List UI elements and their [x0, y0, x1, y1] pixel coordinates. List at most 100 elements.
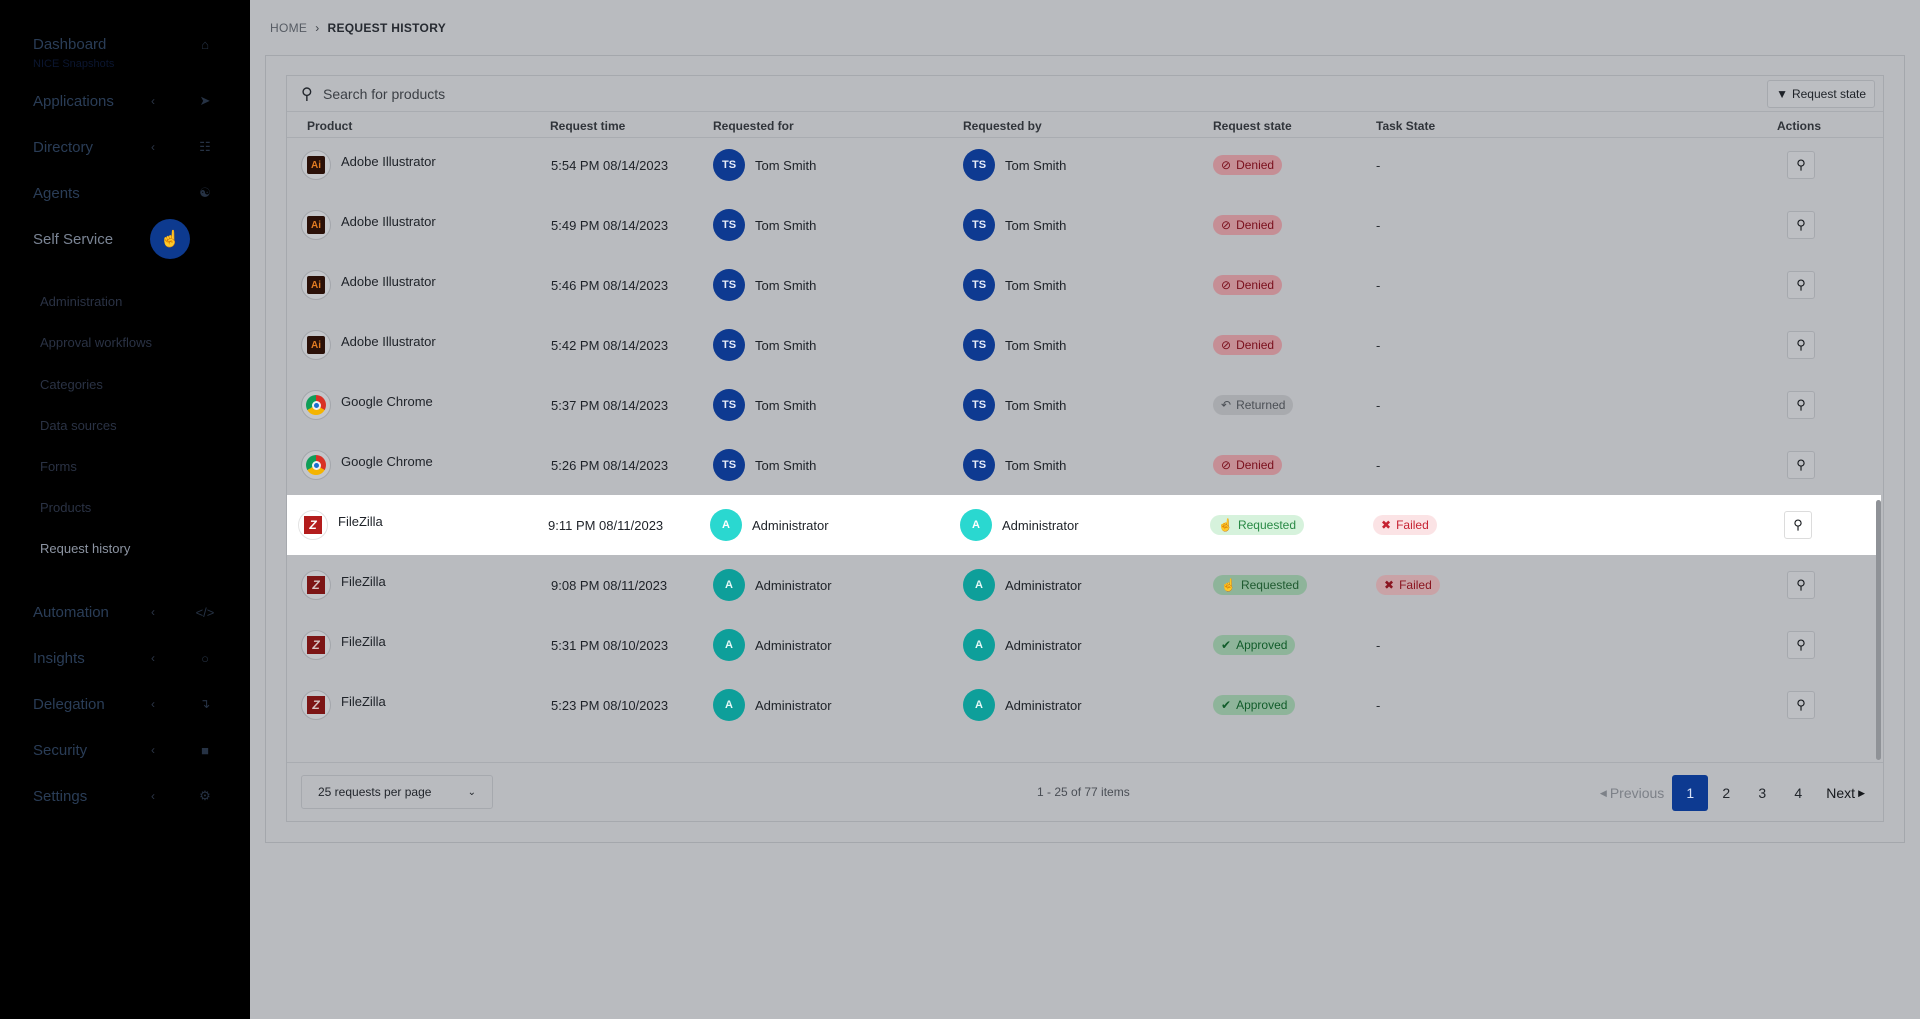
requested-for-name: Tom Smith — [755, 277, 817, 293]
request-state-badge: ⊘ Denied — [1213, 275, 1283, 295]
view-details-button[interactable]: ⚲ — [1787, 211, 1815, 239]
sub-categories[interactable]: Categories — [40, 377, 103, 392]
table-row[interactable]: Google Chrome 5:26 PM 08/14/2023 TS Tom Smi… — [287, 435, 1883, 495]
table-row[interactable]: Z FileZilla 5:31 PM 08/10/2023 A Administrat… — [287, 615, 1883, 675]
view-details-button[interactable]: ⚲ — [1787, 391, 1815, 419]
nav-self-service[interactable]: Self Service ⌄ — [33, 219, 225, 259]
product-logo: Ai — [301, 210, 331, 240]
filezilla-logo-icon: Z — [304, 516, 322, 534]
view-details-button[interactable]: ⚲ — [1784, 511, 1812, 539]
task-state-cell: - — [1376, 315, 1380, 375]
requested-for-name: Administrator — [755, 697, 832, 713]
table-row[interactable]: Z FileZilla 5:23 PM 08/10/2023 A Administrat… — [287, 675, 1883, 735]
header-request-state[interactable]: Request state — [1213, 119, 1292, 133]
nav-applications[interactable]: Applications ‹ ➤ — [33, 81, 225, 121]
request-state-label: Requested — [1237, 518, 1296, 532]
view-details-button[interactable]: ⚲ — [1787, 451, 1815, 479]
view-details-button[interactable]: ⚲ — [1787, 331, 1815, 359]
chevron-left-icon: ‹ — [151, 743, 155, 757]
requested-by-cell: A Administrator — [960, 495, 1079, 555]
header-requested-by[interactable]: Requested by — [963, 119, 1042, 133]
table-row[interactable]: Z FileZilla 9:11 PM 08/11/2023 A Administrat… — [287, 495, 1881, 555]
table-row[interactable]: Ai Adobe Illustrator 5:49 PM 08/14/2023 TS T… — [287, 195, 1883, 255]
header-request-time[interactable]: Request time — [550, 119, 626, 133]
nav-directory[interactable]: Directory ‹ ☷ — [33, 127, 225, 167]
task-state-empty: - — [1376, 637, 1381, 653]
per-page-select[interactable]: 25 requests per page ⌄ — [301, 775, 493, 809]
header-task-state[interactable]: Task State — [1376, 119, 1436, 133]
page-2-button[interactable]: 2 — [1722, 785, 1731, 801]
breadcrumb-home[interactable]: HOME — [270, 21, 308, 35]
requested-by-name: Tom Smith — [1005, 157, 1067, 173]
task-state-cell: - — [1376, 675, 1380, 735]
hand-pointer-icon: ☝ — [150, 219, 190, 259]
requested-for-cell: TS Tom Smith — [713, 435, 816, 495]
table-row[interactable]: Google Chrome 5:37 PM 08/14/2023 TS Tom Smi… — [287, 375, 1883, 435]
view-details-button[interactable]: ⚲ — [1787, 271, 1815, 299]
requested-by-name: Tom Smith — [1005, 217, 1067, 233]
page-4-button[interactable]: 4 — [1794, 785, 1803, 801]
request-state-badge: ✔ Approved — [1213, 635, 1296, 655]
table-row[interactable]: Z FileZilla 9:08 PM 08/11/2023 A Administrat… — [287, 555, 1883, 615]
nav-automation-label: Automation — [33, 603, 109, 621]
product-cell: Z FileZilla — [298, 495, 383, 555]
nav-settings[interactable]: Settings ‹ ⚙ — [33, 776, 225, 816]
nav-automation[interactable]: Automation ‹ </> — [33, 592, 225, 632]
next-page-button[interactable]: Next ▶ — [1816, 775, 1871, 811]
page-1-button[interactable]: 1 — [1672, 775, 1709, 811]
view-details-button[interactable]: ⚲ — [1787, 691, 1815, 719]
nav-agents[interactable]: Agents ☯ — [33, 173, 225, 213]
approved-icon: ✔ — [1221, 698, 1232, 712]
table-scrollbar[interactable] — [1876, 500, 1881, 760]
requested-by-cell: TS Tom Smith — [963, 375, 1066, 435]
denied-icon: ⊘ — [1221, 458, 1232, 472]
requested-for-cell: A Administrator — [713, 615, 832, 675]
product-logo: Z — [301, 630, 331, 660]
avatar: TS — [713, 149, 745, 181]
gear-icon: ⚙ — [199, 788, 211, 803]
search-icon: ⚲ — [1796, 637, 1806, 652]
header-requested-for[interactable]: Requested for — [713, 119, 794, 133]
content-card — [265, 55, 1905, 843]
table-row[interactable]: Ai Adobe Illustrator 5:46 PM 08/14/2023 TS T… — [287, 255, 1883, 315]
sub-request-history[interactable]: Request history — [40, 541, 131, 556]
table-row[interactable]: Ai Adobe Illustrator 5:54 PM 08/14/2023 TS T… — [287, 138, 1883, 195]
task-state-empty: - — [1376, 277, 1381, 293]
previous-page-button[interactable]: ◀ Previous — [1592, 775, 1672, 811]
nav-security[interactable]: Security ‹ ■ — [33, 730, 225, 770]
sub-data-sources[interactable]: Data sources — [40, 418, 117, 433]
sub-forms[interactable]: Forms — [40, 459, 77, 474]
request-state-cell: ⊘ Denied — [1213, 315, 1283, 375]
header-product[interactable]: Product — [307, 119, 353, 133]
table-row[interactable]: Ai Adobe Illustrator 5:42 PM 08/14/2023 TS T… — [287, 315, 1883, 375]
avatar: A — [963, 629, 995, 661]
sub-approval-workflows[interactable]: Approval workflows — [40, 335, 152, 350]
task-state-empty: - — [1376, 157, 1381, 173]
task-state-cell: - — [1376, 195, 1380, 255]
nav-insights[interactable]: Insights ‹ ○ — [33, 638, 225, 678]
search-icon: ⚲ — [1796, 457, 1806, 472]
illustrator-logo-icon: Ai — [307, 336, 325, 354]
product-name: Adobe Illustrator — [341, 273, 436, 289]
view-details-button[interactable]: ⚲ — [1787, 151, 1815, 179]
view-details-button[interactable]: ⚲ — [1787, 571, 1815, 599]
avatar: A — [713, 629, 745, 661]
view-details-button[interactable]: ⚲ — [1787, 631, 1815, 659]
actions-cell: ⚲ — [1787, 315, 1815, 375]
search-bar: ⚲ ▼ Request state — [287, 76, 1883, 112]
product-cell: Ai Adobe Illustrator — [301, 195, 436, 255]
sub-administration[interactable]: Administration — [40, 294, 123, 309]
table-header: Product Request time Requested for Reque… — [287, 112, 1883, 138]
sub-products[interactable]: Products — [40, 500, 92, 515]
request-state-badge: ⊘ Denied — [1213, 215, 1283, 235]
product-cell: Z FileZilla — [301, 675, 386, 735]
home-icon: ⌂ — [201, 36, 209, 52]
nav-delegation[interactable]: Delegation ‹ ↴ — [33, 684, 225, 724]
page-3-button[interactable]: 3 — [1758, 785, 1767, 801]
search-input[interactable] — [323, 80, 1423, 108]
avatar: A — [960, 509, 992, 541]
request-state-label: Returned — [1236, 398, 1286, 412]
request-state-filter-button[interactable]: ▼ Request state — [1767, 80, 1875, 108]
product-name: FileZilla — [341, 573, 386, 589]
nav-dashboard[interactable]: Dashboard ⌂ — [33, 24, 225, 64]
